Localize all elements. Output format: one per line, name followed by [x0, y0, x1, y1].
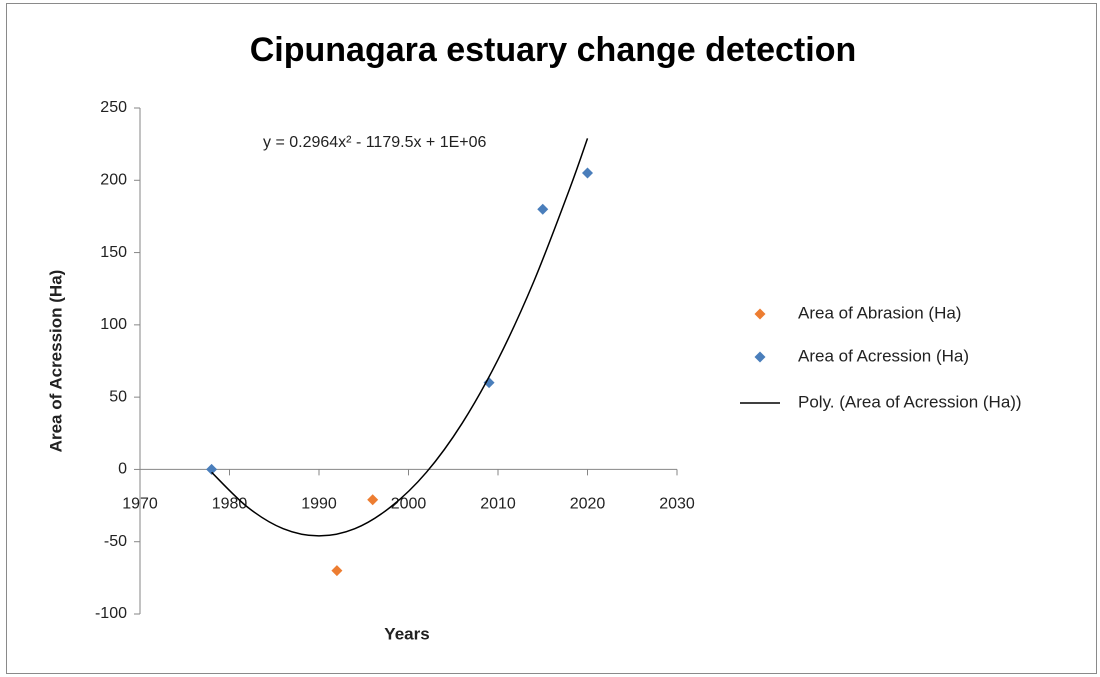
legend-label: Area of Abrasion (Ha)	[798, 303, 961, 322]
legend-marker	[754, 351, 766, 363]
y-tick-label: 250	[100, 99, 127, 116]
trendline	[211, 138, 589, 537]
legend-label: Area of Acression (Ha)	[798, 346, 969, 365]
data-point	[206, 463, 218, 475]
y-tick-label: 50	[109, 388, 127, 405]
data-point	[331, 565, 343, 577]
y-tick-label: -100	[95, 605, 127, 622]
legend-marker	[754, 308, 766, 320]
data-point	[582, 167, 593, 179]
x-tick-label: 1970	[122, 496, 158, 513]
data-point	[483, 377, 495, 389]
legend-label: Poly. (Area of Acression (Ha))	[798, 392, 1022, 411]
y-axis-title: Area of Acression (Ha)	[46, 270, 65, 453]
data-point	[537, 203, 549, 215]
y-tick-label: 0	[118, 461, 127, 478]
x-axis-title: Years	[384, 624, 429, 643]
trendline-equation: y = 0.2964x² - 1179.5x + 1E+06	[263, 134, 487, 151]
x-tick-label: 2030	[659, 496, 695, 513]
y-tick-label: 100	[100, 316, 127, 333]
data-point	[367, 494, 379, 506]
x-tick-label: 1990	[301, 496, 337, 513]
y-tick-label: -50	[104, 533, 127, 550]
x-tick-label: 2010	[480, 496, 516, 513]
x-tick-label: 1980	[212, 496, 248, 513]
chart-border	[6, 3, 1097, 674]
x-tick-label: 2000	[391, 496, 427, 513]
y-tick-label: 200	[100, 172, 127, 189]
chart-title: Cipunagara estuary change detection	[250, 31, 857, 69]
y-tick-label: 150	[100, 244, 127, 261]
x-tick-label: 2020	[570, 496, 606, 513]
